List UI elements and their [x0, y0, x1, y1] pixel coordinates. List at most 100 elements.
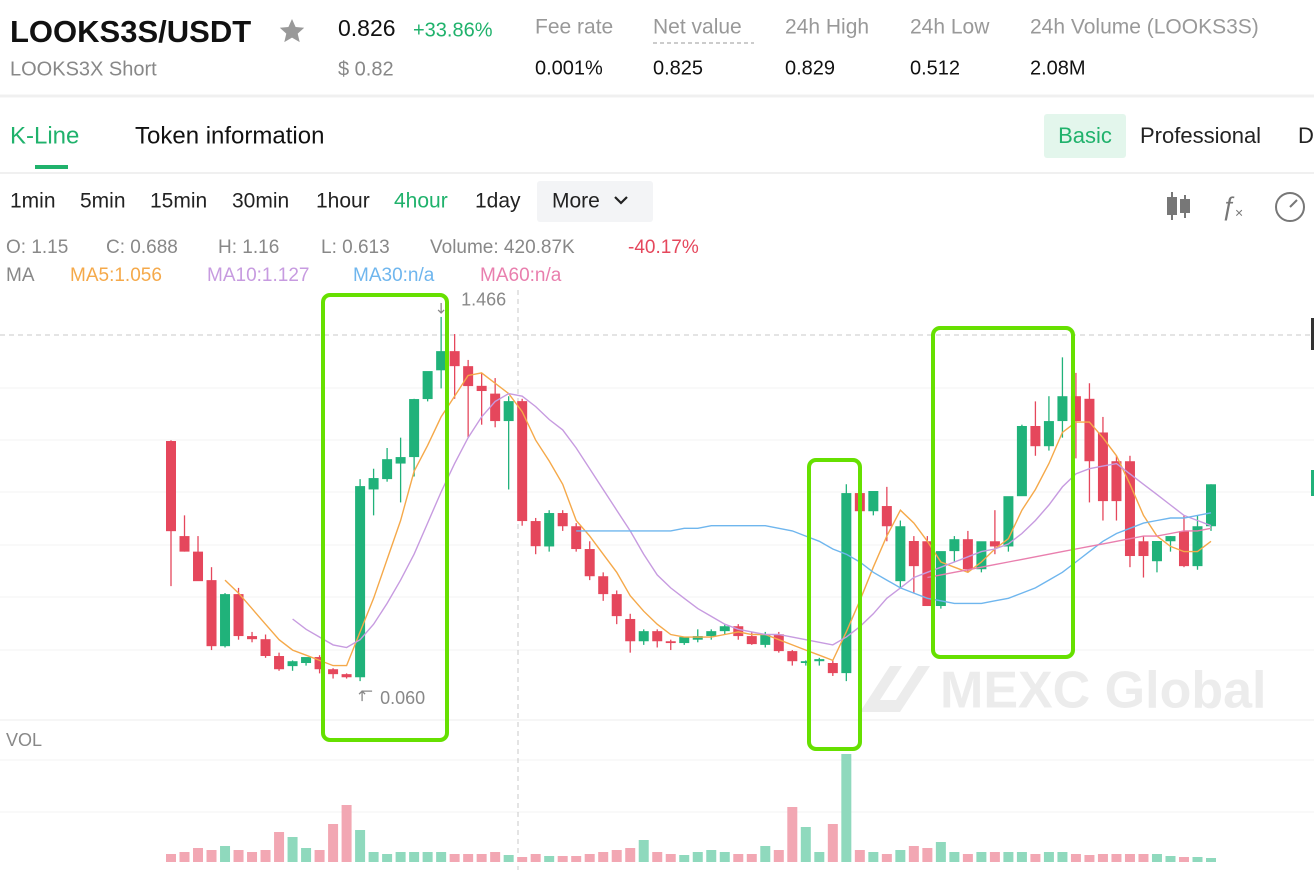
- ma10-legend: MA10:1.127: [207, 265, 309, 286]
- candle-body: [1192, 526, 1203, 567]
- info-low: L: 0.613: [321, 237, 390, 258]
- candle-body: [1178, 531, 1189, 567]
- volume-bar: [1192, 857, 1203, 862]
- candle-body: [476, 385, 487, 392]
- candle-body: [1206, 484, 1216, 527]
- candle-body: [584, 549, 595, 577]
- highlight-box: [931, 326, 1075, 659]
- more-button-bg[interactable]: [537, 181, 653, 222]
- stat-value: 0.001%: [535, 57, 603, 79]
- volume-bar: [341, 805, 352, 862]
- volume-bar: [247, 852, 258, 862]
- highlight-box: [807, 458, 862, 751]
- interval[interactable]: 1hour: [316, 190, 370, 213]
- volume-bar: [1165, 856, 1176, 862]
- volume-bar: [1124, 854, 1135, 862]
- candle-body: [746, 636, 757, 645]
- mode-professional[interactable]: Professional: [1140, 123, 1261, 148]
- candle-body: [1016, 425, 1027, 497]
- candle-body: [625, 618, 636, 642]
- candle-body: [179, 536, 190, 552]
- candle-body: [449, 351, 460, 367]
- volume-bar: [773, 850, 784, 862]
- volume-bar: [1016, 852, 1027, 862]
- candle-icon[interactable]: [1167, 192, 1190, 220]
- candle-body: [341, 674, 352, 678]
- candle-body: [1030, 425, 1041, 447]
- volume-bar: [962, 854, 973, 862]
- volume-bar: [665, 854, 676, 862]
- candle-body: [328, 669, 339, 675]
- candle-body: [355, 486, 366, 678]
- volume-bar: [193, 848, 204, 862]
- stats: Fee rate 0.001% Net value 0.825 24h High 0.82…: [535, 16, 1259, 80]
- volume-bar: [1003, 852, 1014, 862]
- favorite-star[interactable]: [279, 19, 305, 43]
- interval[interactable]: 15min: [150, 190, 207, 213]
- candle-body: [193, 551, 204, 582]
- candle-body: [1043, 421, 1054, 447]
- ma-line: [576, 512, 1212, 605]
- volume-bar: [233, 850, 244, 862]
- candle-body: [206, 580, 217, 647]
- candle-body: [287, 661, 298, 667]
- interval[interactable]: 30min: [232, 190, 289, 213]
- volume-bar: [908, 846, 919, 862]
- volume-bar: [814, 852, 825, 862]
- interval[interactable]: 5min: [80, 190, 126, 213]
- volume-bar: [652, 852, 663, 862]
- candle-body: [247, 636, 258, 640]
- interval[interactable]: 1min: [10, 190, 56, 213]
- candle-body: [638, 631, 649, 642]
- candle-body: [274, 656, 285, 670]
- volume-bar: [395, 852, 406, 862]
- volume-bar: [179, 852, 190, 862]
- volume-bar: [679, 855, 690, 862]
- info-change: -40.17%: [628, 237, 699, 258]
- volume-bar: [895, 850, 906, 862]
- volume-bar: [598, 852, 609, 862]
- fx-icon[interactable]: ƒ: [1221, 191, 1235, 221]
- candle-body: [800, 661, 811, 664]
- candle-body: [989, 541, 1000, 547]
- candle-body: [530, 521, 541, 547]
- volume-bar: [935, 842, 946, 862]
- volume-bar: [692, 852, 703, 862]
- candle-body: [409, 399, 420, 458]
- volume-bar: [787, 807, 798, 862]
- candle-body: [706, 631, 717, 637]
- gauge-icon[interactable]: [1275, 192, 1305, 222]
- candle-body: [436, 351, 447, 371]
- basic-button-bg[interactable]: [1044, 114, 1126, 158]
- tab-kline[interactable]: K-Line: [10, 122, 79, 149]
- intervals: 1min 5min 15min 30min 1hour 4hour 1day: [10, 190, 521, 213]
- volume-bar: [1043, 852, 1054, 862]
- candle-body: [598, 576, 609, 595]
- interval[interactable]: 1day: [475, 190, 521, 213]
- volume-bar: [1138, 854, 1149, 862]
- candle-body: [1084, 398, 1095, 462]
- volume-bar: [827, 824, 838, 862]
- volume-bar: [328, 824, 339, 862]
- mode-d[interactable]: D: [1298, 123, 1314, 148]
- candle-body: [260, 639, 271, 657]
- pair: LOOKS3S/USDT: [10, 14, 251, 49]
- ma30-legend: MA30:n/a: [353, 265, 435, 286]
- ma-line: [927, 527, 1212, 579]
- volume-bar: [922, 848, 933, 862]
- candle-body: [314, 657, 325, 670]
- background-grid: [0, 387, 1314, 813]
- price-change: +33.86%: [413, 19, 493, 41]
- tab-token-info[interactable]: Token information: [135, 122, 324, 149]
- usd-price: $ 0.82: [338, 58, 394, 80]
- interval[interactable]: 4hour: [394, 190, 448, 213]
- candle-body: [922, 541, 933, 607]
- more-button[interactable]: More: [552, 190, 600, 213]
- candle-body: [611, 594, 622, 617]
- mode-basic[interactable]: Basic: [1058, 123, 1112, 148]
- candle-body: [760, 634, 771, 645]
- volume-bar: [1151, 854, 1162, 862]
- volume-bar: [1084, 855, 1095, 862]
- highlight-box: [321, 293, 449, 742]
- candle-body: [1165, 536, 1176, 542]
